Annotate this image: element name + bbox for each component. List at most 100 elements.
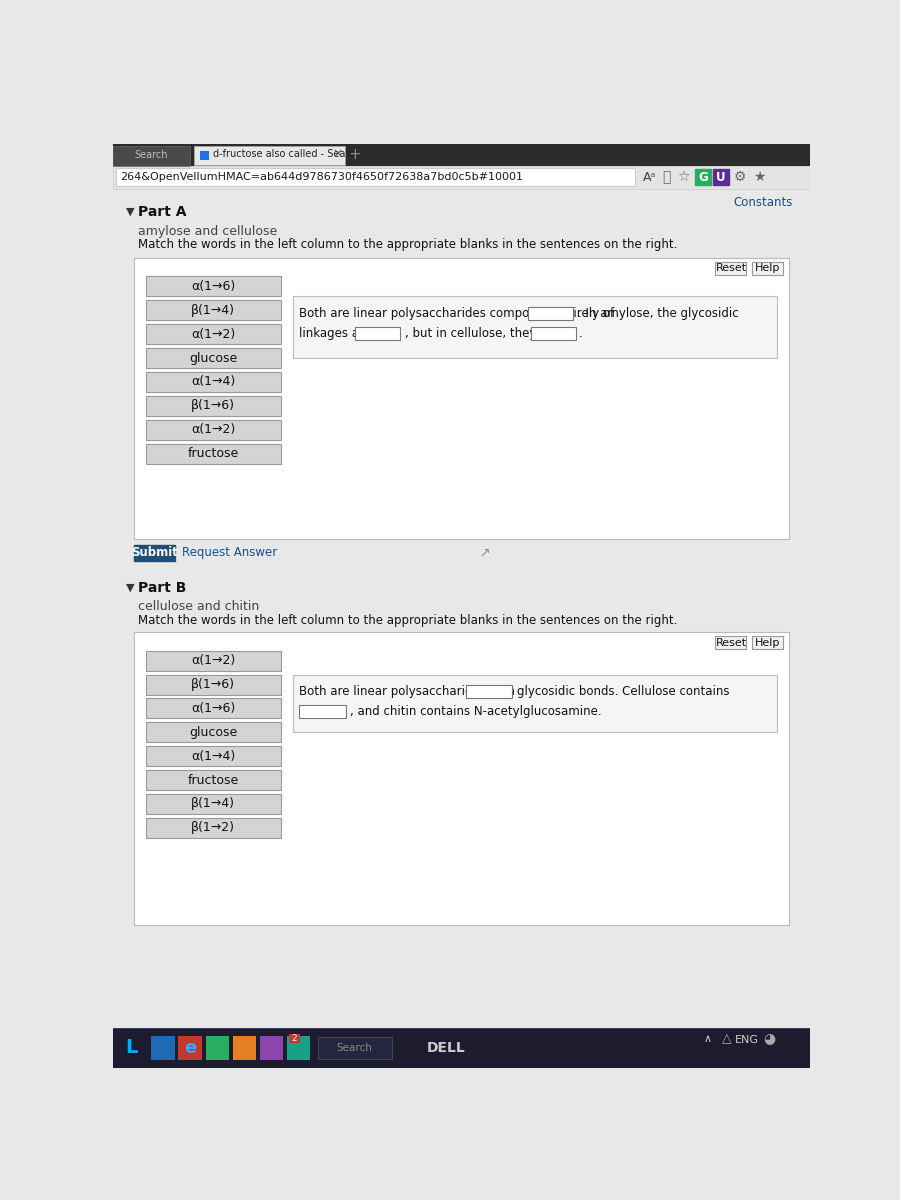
Bar [531,328,576,341]
Text: α(1→2): α(1→2) [191,328,236,341]
Bar [194,145,345,164]
Text: glycosidic bonds. Cellulose contains: glycosidic bonds. Cellulose contains [517,685,730,698]
Text: +: + [348,146,361,162]
Text: ☆: ☆ [678,170,690,184]
Bar [134,632,789,925]
Bar [119,1036,147,1061]
Text: 264&OpenVellumHMAC=ab644d9786730f4650f72638a7bd0c5b#10001: 264&OpenVellumHMAC=ab644d9786730f4650f72… [121,172,523,182]
Text: β(1→4): β(1→4) [191,797,235,810]
Bar [713,169,729,185]
Text: , and chitin contains N-acetylglucosamine.: , and chitin contains N-acetylglucosamin… [350,704,602,718]
Text: Reset: Reset [716,263,746,274]
Text: Both are linear polysaccharides composed entirely of: Both are linear polysaccharides composed… [300,307,615,320]
Text: G: G [698,170,708,184]
Text: linkages are: linkages are [300,326,372,340]
Bar [151,1036,175,1061]
Text: DELL: DELL [427,1040,465,1055]
Bar [146,372,282,392]
Bar [146,276,282,296]
Text: Help: Help [755,637,780,648]
Bar [205,1036,229,1061]
Text: Search: Search [337,1043,373,1052]
Bar [146,650,282,671]
Text: △: △ [723,1032,732,1045]
Text: Reset: Reset [716,637,746,648]
Text: α(1→6): α(1→6) [191,702,236,715]
Text: . In amylose, the glycosidic: . In amylose, the glycosidic [578,307,738,320]
Text: β(1→6): β(1→6) [191,678,235,691]
Text: α(1→2): α(1→2) [191,654,236,667]
Bar [146,698,282,719]
Text: glucose: glucose [189,352,238,365]
Text: ▼: ▼ [126,582,135,593]
Bar [146,396,282,416]
Text: Search: Search [134,150,168,160]
Text: .: . [579,326,583,340]
Text: ×: × [332,148,343,161]
Bar [716,636,746,649]
Bar [318,1037,392,1058]
Text: amylose and cellulose: amylose and cellulose [138,224,277,238]
Text: α(1→2): α(1→2) [191,424,236,436]
Text: Match the words in the left column to the appropriate blanks in the sentences on: Match the words in the left column to th… [138,614,678,628]
Bar [112,144,810,166]
Text: , but in cellulose, they are: , but in cellulose, they are [405,326,559,340]
Bar [528,307,573,320]
Bar [112,145,190,166]
Text: Request Answer: Request Answer [182,546,277,559]
Bar [146,348,282,368]
Bar [696,169,711,185]
Bar [146,444,282,463]
Bar [112,166,810,188]
Bar [752,262,783,275]
Bar [134,258,789,539]
Bar [356,328,400,341]
Bar [146,674,282,695]
Text: Match the words in the left column to the appropriate blanks in the sentences on: Match the words in the left column to th… [138,239,678,251]
Text: U: U [716,170,725,184]
Bar [115,168,634,186]
Text: α(1→4): α(1→4) [191,750,236,763]
Text: Part A: Part A [138,205,186,218]
Text: d-fructose also called - Search: d-fructose also called - Search [213,149,361,160]
Text: β(1→2): β(1→2) [191,821,235,834]
Bar [466,685,512,698]
Text: Both are linear polysaccharides with: Both are linear polysaccharides with [300,685,515,698]
Text: β(1→4): β(1→4) [191,304,235,317]
Bar [232,1036,256,1061]
Text: Part B: Part B [138,581,186,594]
Bar [134,545,175,560]
Bar [146,770,282,790]
Text: ▼: ▼ [126,206,135,217]
Text: fructose: fructose [187,448,238,460]
Bar [178,1036,202,1061]
Text: ◕: ◕ [763,1032,776,1045]
Text: ENG: ENG [734,1036,759,1045]
Text: ∧: ∧ [704,1033,712,1044]
Bar [146,746,282,766]
Text: Aᵃ: Aᵃ [643,170,656,184]
Text: Help: Help [755,263,780,274]
Bar [716,262,746,275]
Bar [752,636,783,649]
Bar [300,706,346,719]
Text: ⚙: ⚙ [734,170,746,184]
Text: Constants: Constants [734,196,793,209]
Bar [260,1036,283,1061]
Bar [146,722,282,743]
Bar [200,151,210,160]
Bar [146,817,282,838]
Bar [146,420,282,439]
Text: L: L [125,1038,138,1057]
Text: β(1→6): β(1→6) [191,400,235,413]
Text: ⌕: ⌕ [662,170,670,184]
Text: fructose: fructose [187,774,238,786]
Bar [146,324,282,344]
Bar [293,296,778,358]
Text: 2: 2 [292,1034,297,1043]
Bar [293,674,778,732]
Text: cellulose and chitin: cellulose and chitin [138,600,259,613]
Bar [146,300,282,320]
Text: α(1→4): α(1→4) [191,376,236,389]
Text: α(1→6): α(1→6) [191,280,236,293]
